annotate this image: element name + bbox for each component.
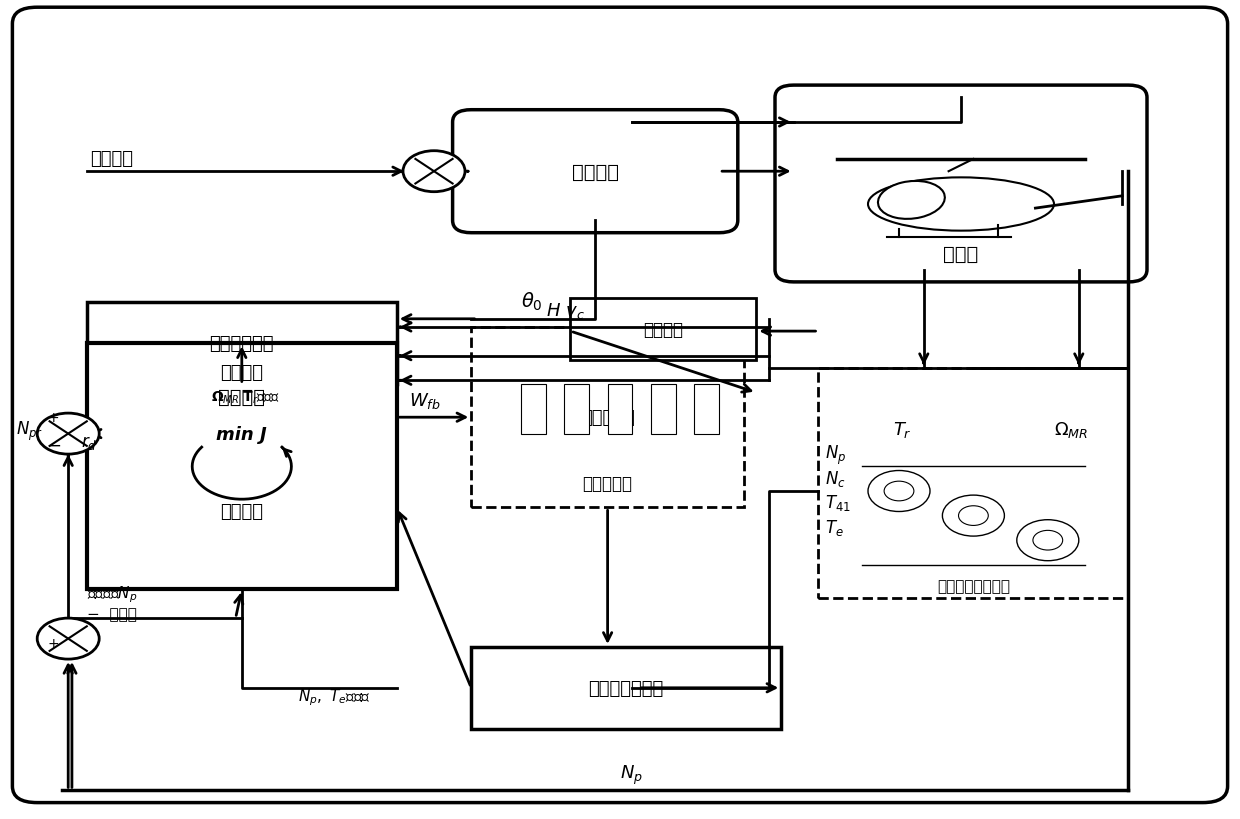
- Text: $H\ v_c$: $H\ v_c$: [546, 301, 584, 320]
- Text: 预测控制: 预测控制: [218, 387, 265, 407]
- Text: min J: min J: [217, 425, 267, 443]
- Bar: [521, 385, 546, 434]
- Text: $N_p$: $N_p$: [825, 443, 846, 467]
- Text: +: +: [47, 411, 58, 425]
- Text: 飞行指令: 飞行指令: [91, 150, 133, 168]
- Bar: [694, 385, 719, 434]
- FancyBboxPatch shape: [471, 647, 781, 729]
- Ellipse shape: [878, 182, 945, 219]
- Circle shape: [884, 482, 914, 501]
- Ellipse shape: [868, 179, 1054, 231]
- FancyBboxPatch shape: [775, 86, 1147, 283]
- Circle shape: [959, 506, 988, 526]
- Text: 旋翼预测模型: 旋翼预测模型: [210, 335, 274, 353]
- Text: $\theta_0$: $\theta_0$: [521, 290, 542, 312]
- Text: 传动指令: 传动指令: [644, 321, 683, 338]
- Circle shape: [403, 152, 465, 192]
- Text: $N_{pr}$: $N_{pr}$: [16, 419, 43, 442]
- Text: $T_r$: $T_r$: [893, 419, 911, 439]
- FancyBboxPatch shape: [12, 8, 1228, 803]
- Text: 当前时刻$N_p$: 当前时刻$N_p$: [87, 584, 138, 604]
- Text: $T_{41}$: $T_{41}$: [825, 493, 851, 513]
- Text: 发动机预测模型: 发动机预测模型: [589, 679, 663, 697]
- Text: $r_d$: $r_d$: [81, 433, 97, 451]
- Text: $N_p$: $N_p$: [620, 762, 642, 786]
- Text: 飞行控制: 飞行控制: [572, 162, 619, 182]
- Text: $\Omega_{MR}$: $\Omega_{MR}$: [1054, 419, 1089, 439]
- Text: −: −: [47, 437, 61, 455]
- Bar: [564, 385, 589, 434]
- Circle shape: [37, 618, 99, 659]
- Text: $\mathbf{\Omega}_{MR}\ \mathbf{T}_r$预测值: $\mathbf{\Omega}_{MR}\ \mathbf{T}_r$预测值: [211, 389, 280, 405]
- Text: −  预测值: − 预测值: [87, 606, 136, 622]
- FancyBboxPatch shape: [471, 328, 744, 508]
- Text: $W_{fb}$: $W_{fb}$: [409, 391, 441, 410]
- Circle shape: [942, 495, 1004, 536]
- FancyBboxPatch shape: [87, 344, 397, 590]
- Text: 涡轴发动机: 涡轴发动机: [580, 409, 635, 427]
- Circle shape: [1033, 531, 1063, 550]
- Text: 闭环控制: 闭环控制: [221, 364, 263, 382]
- Text: 变传动比传动机构: 变传动比传动机构: [937, 578, 1009, 593]
- Text: $T_e$: $T_e$: [825, 518, 843, 537]
- Text: 在线优化: 在线优化: [221, 503, 263, 521]
- Text: $N_p,\ T_e$预测值: $N_p,\ T_e$预测值: [298, 686, 371, 707]
- Circle shape: [37, 414, 99, 455]
- Text: 涡轴发动机: 涡轴发动机: [583, 474, 632, 492]
- Text: +: +: [47, 636, 58, 650]
- FancyBboxPatch shape: [570, 299, 756, 360]
- Circle shape: [1017, 520, 1079, 561]
- Bar: [651, 385, 676, 434]
- Text: $N_c$: $N_c$: [825, 468, 846, 488]
- Circle shape: [868, 471, 930, 512]
- FancyBboxPatch shape: [87, 303, 397, 385]
- Bar: [608, 385, 632, 434]
- Text: 直升机: 直升机: [944, 244, 978, 264]
- FancyBboxPatch shape: [453, 111, 738, 233]
- FancyBboxPatch shape: [818, 369, 1128, 598]
